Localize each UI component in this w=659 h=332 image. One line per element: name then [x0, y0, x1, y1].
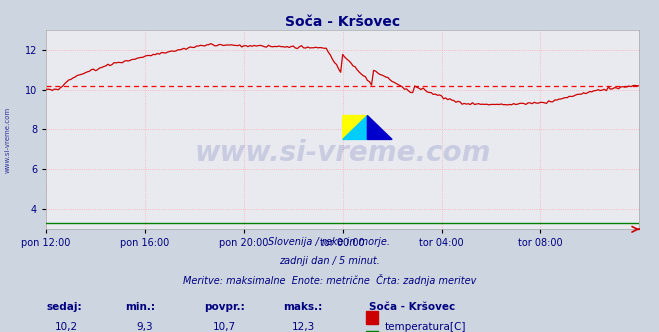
Text: 12,3: 12,3: [291, 322, 315, 332]
Text: temperatura[C]: temperatura[C]: [384, 322, 466, 332]
Polygon shape: [343, 116, 368, 139]
Text: Soča - Kršovec: Soča - Kršovec: [369, 302, 455, 312]
Polygon shape: [343, 116, 368, 139]
Text: Meritve: maksimalne  Enote: metrične  Črta: zadnja meritev: Meritve: maksimalne Enote: metrične Črta…: [183, 274, 476, 286]
Title: Soča - Kršovec: Soča - Kršovec: [285, 15, 400, 29]
Text: maks.:: maks.:: [283, 302, 323, 312]
Text: www.si-vreme.com: www.si-vreme.com: [194, 139, 491, 167]
Text: povpr.:: povpr.:: [204, 302, 245, 312]
Text: sedaj:: sedaj:: [46, 302, 82, 312]
Text: Slovenija / reke in morje.: Slovenija / reke in morje.: [268, 237, 391, 247]
Text: zadnji dan / 5 minut.: zadnji dan / 5 minut.: [279, 256, 380, 266]
Text: www.si-vreme.com: www.si-vreme.com: [5, 106, 11, 173]
Text: min.:: min.:: [125, 302, 156, 312]
Text: 9,3: 9,3: [136, 322, 154, 332]
Polygon shape: [368, 116, 392, 139]
Text: 10,7: 10,7: [212, 322, 236, 332]
Text: 10,2: 10,2: [54, 322, 78, 332]
